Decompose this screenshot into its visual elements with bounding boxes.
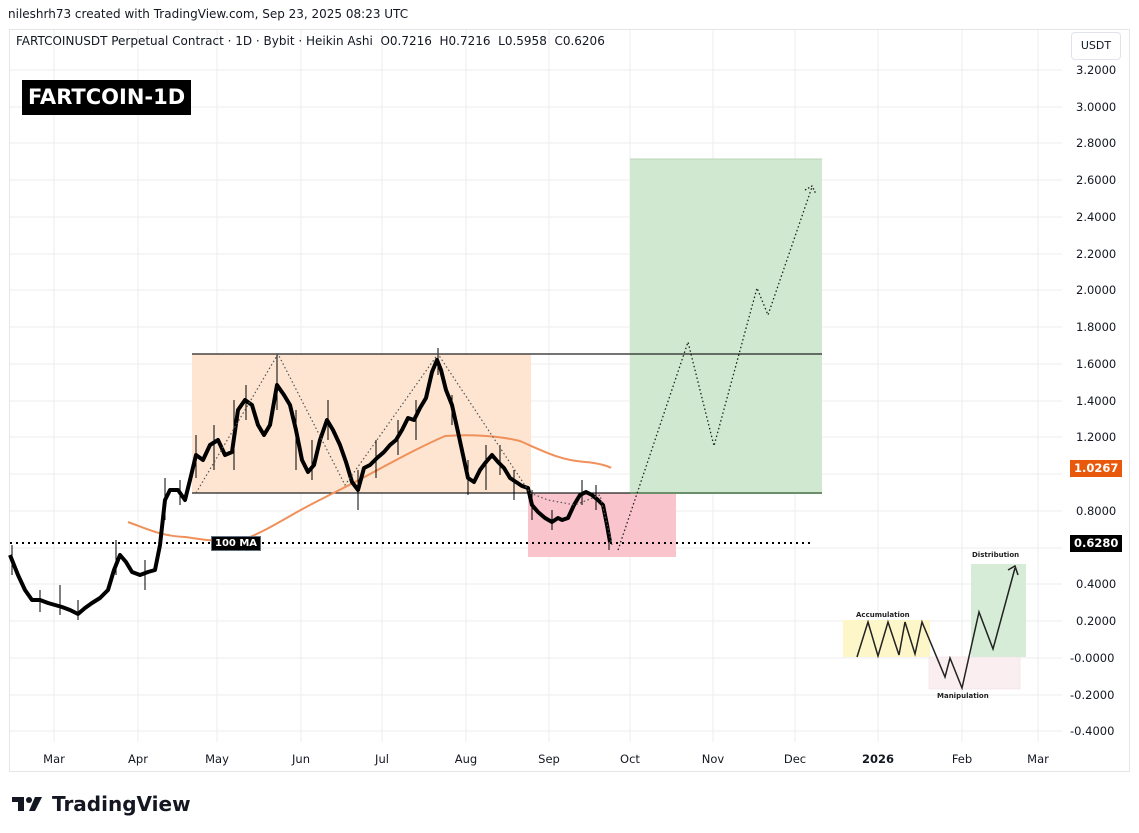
tradingview-logo[interactable]: TradingView	[12, 792, 191, 816]
y-tick: 1.6000	[1076, 357, 1117, 371]
target-box	[630, 159, 822, 493]
y-tick: 2.0000	[1076, 283, 1117, 297]
tradingview-logo-icon	[12, 797, 42, 811]
brand-name: TradingView	[52, 792, 191, 816]
symbol-legend: FARTCOINUSDT Perpetual Contract · 1D · B…	[16, 34, 605, 48]
y-tick: 2.2000	[1076, 247, 1117, 261]
grid-horizontal	[10, 69, 1062, 732]
x-tick: Dec	[783, 752, 807, 766]
chart-frame	[9, 29, 1130, 772]
x-tick: Feb	[951, 752, 973, 766]
y-tick: -0.0000	[1070, 651, 1115, 665]
swing-lines	[195, 352, 613, 546]
x-tick: Oct	[620, 752, 640, 766]
y-tick: 1.4000	[1076, 394, 1117, 408]
y-tick: 1.2000	[1076, 430, 1117, 444]
ma-label: 100 MA	[211, 536, 262, 551]
x-tick: Sep	[538, 752, 560, 766]
x-tick: Apr	[128, 752, 148, 766]
manipulation-label: Manipulation	[937, 692, 989, 700]
currency-unit-button[interactable]: USDT	[1071, 32, 1121, 60]
amd-diagram	[843, 564, 1026, 691]
x-tick: May	[205, 752, 229, 766]
y-tick: 2.4000	[1076, 210, 1117, 224]
distribution-label: Distribution	[972, 551, 1020, 559]
projection-path	[617, 186, 813, 551]
y-tick: 0.4000	[1076, 577, 1117, 591]
y-tick: 1.8000	[1076, 320, 1117, 334]
x-tick: Nov	[701, 752, 725, 766]
x-tick: Aug	[454, 752, 478, 766]
ma-price-tag: 1.0267	[1070, 460, 1123, 477]
x-tick: Jul	[375, 752, 389, 766]
y-tick: -0.4000	[1070, 724, 1115, 738]
y-tick: 2.8000	[1076, 136, 1117, 150]
x-tick: Jun	[292, 752, 310, 766]
x-tick: Mar	[43, 752, 65, 766]
ma-line	[127, 434, 612, 543]
y-tick: 3.0000	[1076, 100, 1117, 114]
price-candles	[8, 358, 612, 616]
y-tick: 0.8000	[1076, 504, 1117, 518]
x-tick: 2026	[861, 752, 895, 766]
y-tick: -0.2000	[1070, 688, 1115, 702]
chart-title-badge: FARTCOIN-1D	[22, 80, 192, 115]
y-tick: 2.6000	[1076, 173, 1117, 187]
accumulation-label: Accumulation	[856, 611, 910, 619]
last-price-tag: 0.6280	[1070, 535, 1123, 552]
x-tick: Mar	[1027, 752, 1049, 766]
y-tick: 3.2000	[1076, 63, 1117, 77]
y-tick: 0.2000	[1076, 614, 1117, 628]
chart-credit: nileshrh73 created with TradingView.com,…	[8, 7, 409, 21]
candle-wicks	[11, 348, 610, 620]
